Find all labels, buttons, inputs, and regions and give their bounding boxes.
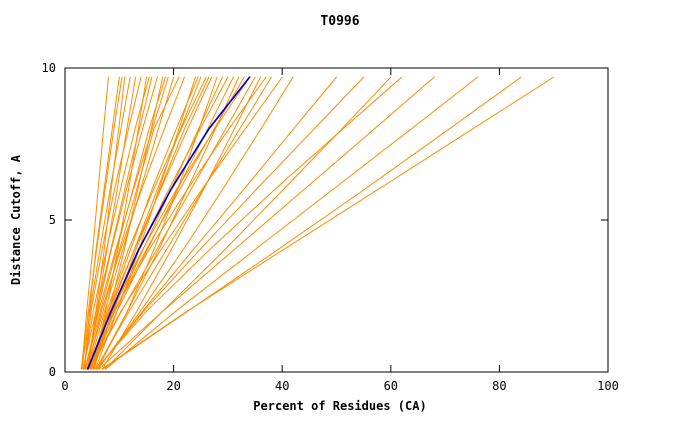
model-curve: [81, 76, 131, 370]
model-curve: [90, 76, 256, 370]
model-curve: [95, 76, 272, 370]
model-curve: [90, 76, 199, 370]
y-tick-label: 10: [42, 61, 56, 75]
model-curve: [96, 76, 365, 370]
model-curve: [87, 76, 267, 370]
model-curve: [87, 76, 126, 370]
model-curve: [88, 76, 283, 370]
model-curve: [91, 76, 210, 370]
x-tick-label: 0: [61, 379, 68, 393]
model-curve: [87, 76, 185, 370]
model-curve: [98, 76, 435, 370]
x-tick-label: 20: [166, 379, 180, 393]
x-axis-label: Percent of Residues (CA): [253, 399, 427, 413]
x-tick-label: 60: [384, 379, 398, 393]
model-curve: [81, 76, 109, 370]
model-curve: [94, 76, 196, 370]
y-axis-label: Distance Cutoff, A: [9, 154, 23, 286]
model-curve: [82, 76, 150, 370]
model-curve: [101, 76, 261, 370]
plot-title: T0996: [320, 14, 360, 29]
model-curve: [95, 76, 403, 370]
highlight-curve: [86, 76, 251, 370]
model-curve: [85, 76, 166, 370]
y-tick-label: 0: [49, 365, 56, 379]
model-curve: [88, 76, 223, 370]
model-curve: [96, 76, 337, 370]
model-curve: [87, 76, 175, 370]
model-curve: [101, 76, 555, 370]
model-curve: [86, 76, 158, 370]
model-curve: [105, 76, 479, 370]
x-tick-label: 100: [597, 379, 619, 393]
model-curve: [86, 76, 180, 370]
y-tick-label: 5: [49, 213, 56, 227]
model-curve: [82, 76, 153, 370]
x-tick-label: 80: [492, 379, 506, 393]
x-tick-label: 40: [275, 379, 289, 393]
model-curve: [97, 76, 294, 370]
model-curve: [91, 76, 147, 370]
model-curve: [104, 76, 392, 370]
model-curve: [80, 76, 123, 370]
model-curve: [84, 76, 142, 370]
